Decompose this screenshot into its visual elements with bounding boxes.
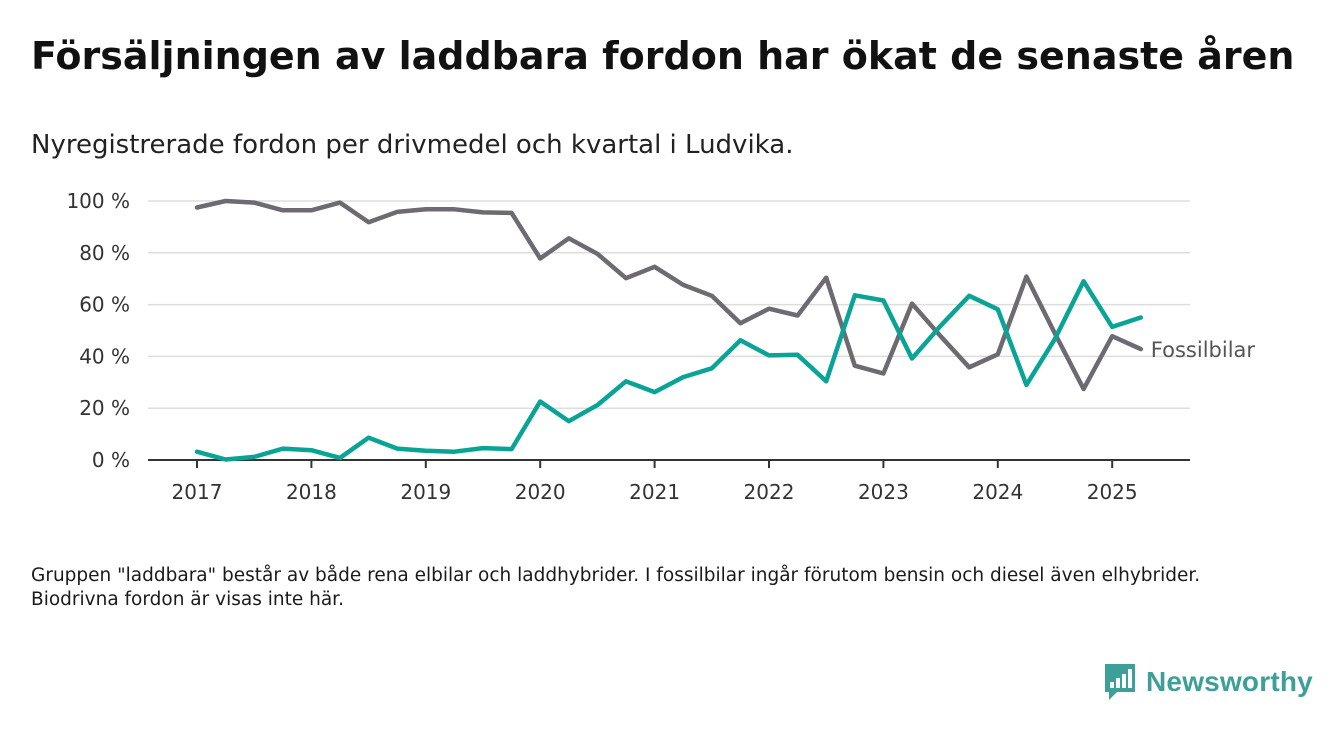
chart-subtitle: Nyregistrerade fordon per drivmedel och … [31, 130, 794, 160]
series-line-laddbara [194, 279, 1144, 462]
y-tick-label: 60 % [79, 293, 130, 317]
x-tick-label: 2025 [1087, 480, 1138, 504]
x-tick-label: 2017 [172, 480, 223, 504]
y-tick-label: 20 % [79, 396, 130, 420]
y-tick-label: 80 % [79, 241, 130, 265]
y-axis-ticks: 0 % 20 % 40 % 60 % 80 % 100 % [66, 189, 130, 472]
chart-title: Försäljningen av laddbara fordon har öka… [31, 34, 1295, 78]
x-axis: 2017 2018 2019 2020 2021 2022 2023 2024 2025 [148, 459, 1190, 504]
series-label-fossilbilar: Fossilbilar [1151, 338, 1256, 362]
x-tick-label: 2023 [858, 480, 909, 504]
x-tick-label: 2022 [744, 480, 795, 504]
series-line-fossilbilar [194, 198, 1144, 392]
y-tick-label: 100 % [66, 189, 130, 213]
y-tick-label: 40 % [79, 344, 130, 368]
x-tick-label: 2021 [629, 480, 680, 504]
y-tick-label: 0 % [92, 448, 130, 472]
brand-name: Newsworthy [1146, 666, 1313, 697]
line-chart: 0 % 20 % 40 % 60 % 80 % 100 % 2017 2018 2019 202… [66, 189, 1256, 504]
newsworthy-brand[interactable]: Newsworthy [1103, 662, 1313, 702]
x-tick-label: 2024 [972, 480, 1023, 504]
x-tick-label: 2019 [400, 480, 451, 504]
newsworthy-logo-icon [1103, 662, 1137, 702]
footnote: Gruppen "laddbara" består av både rena e… [31, 565, 1201, 611]
x-tick-label: 2018 [286, 480, 337, 504]
series-labels: Fossilbilar [1151, 338, 1256, 362]
x-tick-label: 2020 [515, 480, 566, 504]
series-lines [194, 198, 1144, 462]
